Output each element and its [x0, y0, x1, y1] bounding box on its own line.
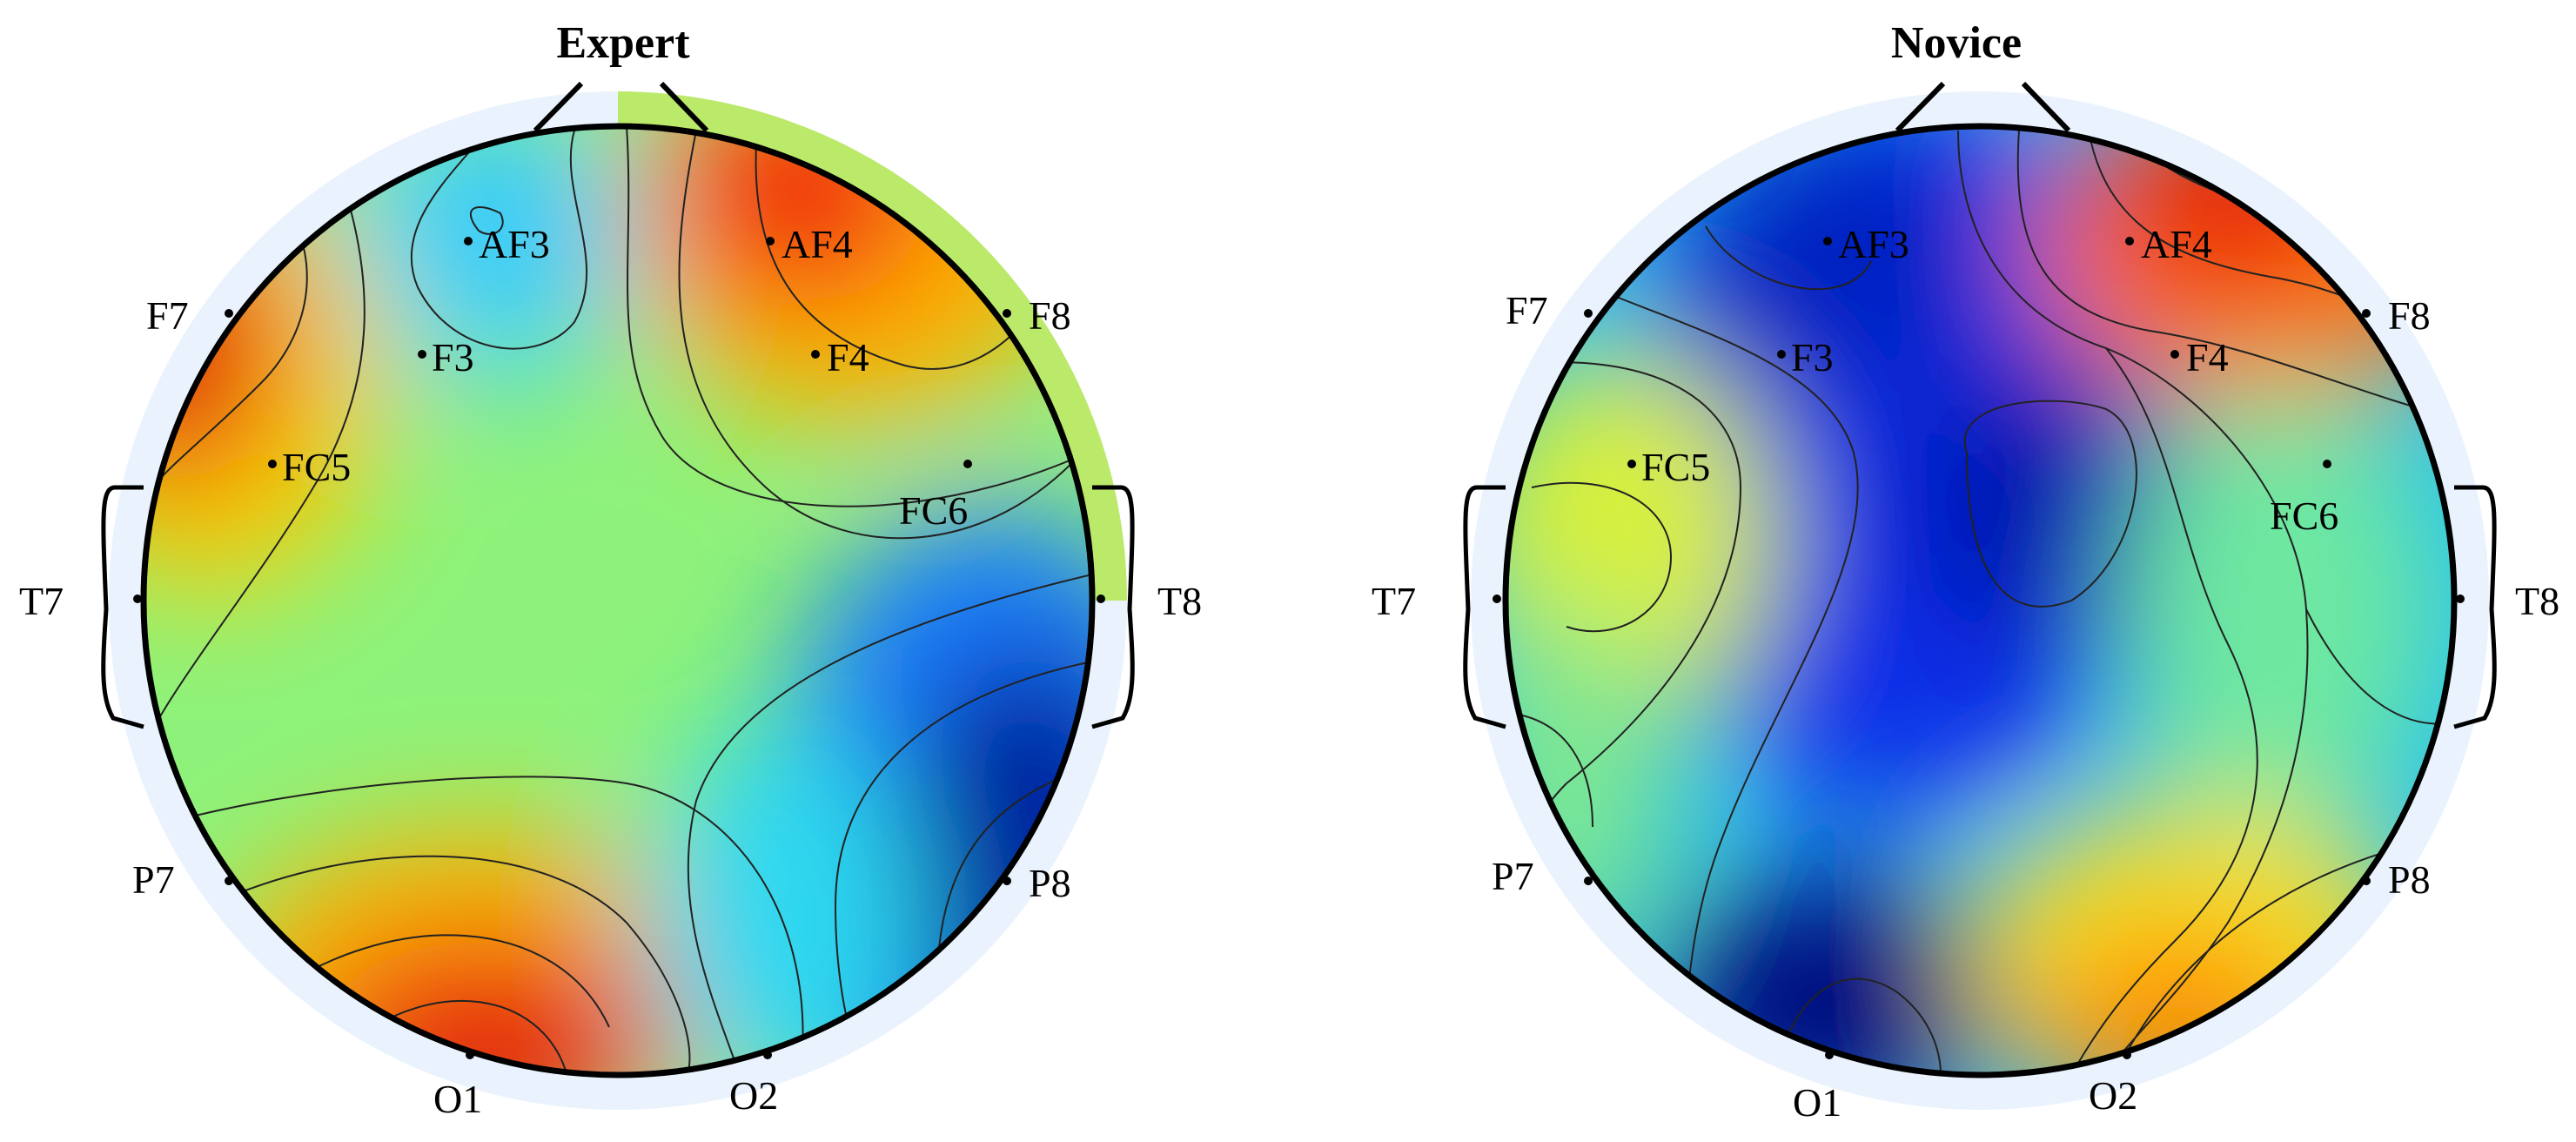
electrode-dot-icon: [1627, 460, 1636, 468]
electrode-dot-icon: [133, 595, 142, 603]
electrode-label: AF4: [2141, 222, 2212, 266]
electrode-dot-icon: [1003, 309, 1011, 318]
electrode-label: P8: [1029, 861, 1071, 905]
electrode-label: F3: [1791, 335, 1834, 380]
electrode-label: FC6: [899, 488, 968, 533]
nose-icon: [1895, 81, 2071, 133]
ear-icon: [2453, 485, 2497, 729]
electrode-label: F4: [2186, 335, 2229, 380]
electrode-label: T8: [2515, 579, 2559, 623]
ear-icon: [1463, 485, 1506, 729]
electrode-dot-icon: [1097, 595, 1105, 603]
electrode-label: F3: [432, 335, 474, 380]
ear-icon: [1091, 485, 1135, 729]
electrode-dot-icon: [268, 460, 277, 468]
electrode-dot-icon: [225, 877, 233, 885]
electrode-label: O1: [1793, 1080, 1841, 1125]
nose-icon: [533, 81, 709, 133]
electrode-label: F4: [827, 335, 869, 380]
electrode-dot-icon: [963, 460, 972, 468]
electrode-label: FC6: [2270, 494, 2338, 538]
electrode-labels: AF3 AF4 F7 F8 F3 F4 FC5 FC6 T7 T8 P7 P8 …: [1372, 222, 2559, 1125]
electrode-labels: AF3 AF4 F7 F8 F3 F4 FC5 FC6 T7 T8 P7 P8 …: [19, 222, 1202, 1121]
electrode-dot-icon: [418, 350, 426, 359]
electrode-dot-icon: [2456, 595, 2465, 603]
electrode-dots: [133, 237, 1105, 1059]
panel-title: Novice: [1891, 18, 2022, 68]
panel-title: Expert: [556, 18, 690, 68]
electrode-label: P7: [1492, 854, 1534, 898]
electrode-dot-icon: [225, 309, 233, 318]
electrode-dot-icon: [1777, 350, 1786, 359]
electrode-dot-icon: [2323, 460, 2331, 468]
rim-colors: [618, 91, 1127, 601]
electrode-dot-icon: [766, 237, 775, 245]
electrode-label: O2: [2089, 1073, 2137, 1118]
activation-field: [144, 126, 1092, 1075]
electrode-dot-icon: [1823, 237, 1832, 245]
electrode-label: AF4: [782, 222, 853, 266]
expert-topomap: Expert: [19, 18, 1202, 1121]
electrode-label: FC5: [282, 445, 351, 489]
electrode-label: F8: [2388, 293, 2431, 338]
electrode-label: AF3: [479, 222, 550, 266]
electrode-dot-icon: [811, 350, 820, 359]
electrode-dots: [1493, 237, 2465, 1059]
electrode-dot-icon: [1825, 1051, 1834, 1059]
electrode-label: P8: [2388, 857, 2431, 902]
electrode-dot-icon: [2123, 1051, 2131, 1059]
head-outline-icon: [140, 123, 1096, 1078]
electrode-label: F7: [146, 293, 189, 338]
electrode-dot-icon: [763, 1051, 772, 1059]
electrode-label: T8: [1157, 579, 1202, 623]
electrode-label: O1: [433, 1077, 482, 1121]
electrode-dot-icon: [466, 1051, 474, 1059]
electrode-dot-icon: [1584, 309, 1593, 318]
electrode-label: T7: [19, 579, 64, 623]
electrode-label: AF3: [1838, 222, 1909, 266]
electrode-label: P7: [132, 857, 175, 902]
electrode-label: F8: [1029, 293, 1071, 338]
novice-topomap: Novice: [1372, 18, 2559, 1125]
electrode-dot-icon: [2125, 237, 2134, 245]
electrode-label: O2: [729, 1073, 778, 1118]
head-outline-icon: [1502, 123, 2458, 1078]
ear-icon: [101, 485, 144, 729]
electrode-label: F7: [1506, 288, 1548, 333]
electrode-dot-icon: [2362, 309, 2371, 318]
electrode-dot-icon: [464, 237, 473, 245]
electrode-label: FC5: [1641, 445, 1710, 489]
electrode-dot-icon: [1584, 877, 1593, 885]
electrode-dot-icon: [2362, 877, 2371, 885]
electrode-dot-icon: [1493, 595, 1501, 603]
electrode-dot-icon: [1003, 877, 1011, 885]
electrode-dot-icon: [2170, 350, 2179, 359]
electrode-label: T7: [1372, 579, 1416, 623]
